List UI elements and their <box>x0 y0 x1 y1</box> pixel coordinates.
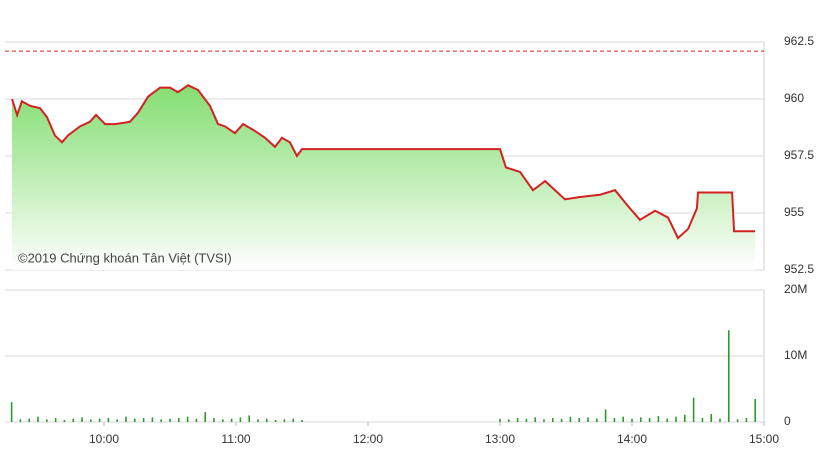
volume-bar <box>560 418 563 422</box>
volume-bar <box>701 418 704 422</box>
x-tick-label: 13:00 <box>485 432 515 446</box>
volume-bar <box>578 418 580 422</box>
y-tick-label: 20M <box>784 282 807 296</box>
y-tick-label: 962.5 <box>784 34 814 48</box>
volume-bar <box>543 419 545 422</box>
watermark: ©2019 Chứng khoán Tân Việt (TVSI) <box>18 250 232 265</box>
volume-bar <box>613 418 616 422</box>
volume-bar <box>525 418 528 422</box>
volume-bar <box>178 418 180 422</box>
volume-bar <box>28 418 30 422</box>
y-tick-label: 952.5 <box>784 262 814 276</box>
volume-bar <box>54 418 57 422</box>
x-tick-label: 11:00 <box>221 432 250 446</box>
volume-bar <box>81 417 83 422</box>
volume-bar <box>19 419 22 422</box>
y-tick-label: 957.5 <box>784 148 814 162</box>
volume-bar <box>213 418 215 422</box>
volume-bar <box>684 414 686 422</box>
volume-bar <box>107 418 110 422</box>
y-tick-label: 960 <box>784 91 804 105</box>
volume-bar <box>169 418 171 422</box>
x-tick-label: 15:00 <box>749 432 779 446</box>
volume-bar <box>160 419 162 422</box>
volume-bar <box>508 419 510 422</box>
volume-bar <box>499 418 501 422</box>
volume-bar <box>204 412 206 422</box>
area <box>12 85 755 270</box>
volume-bar <box>666 418 668 422</box>
volume-bar <box>116 419 118 422</box>
volume-bar <box>587 417 589 422</box>
volume-bar <box>142 418 145 422</box>
volume-bar <box>657 416 660 422</box>
volume-bar <box>596 418 598 422</box>
volume-bar <box>239 417 242 422</box>
volume-bar <box>90 419 92 422</box>
x-tick-label: 12:00 <box>353 432 383 446</box>
volume-bar <box>274 420 277 422</box>
volume-bar <box>745 418 748 422</box>
volume-bar <box>72 418 74 422</box>
volume-bar <box>134 418 136 422</box>
volume-bar <box>283 419 286 422</box>
volume-bar <box>604 409 607 422</box>
volume-bar <box>648 418 651 422</box>
y-tick-label: 10M <box>784 348 807 362</box>
x-tick-label: 10:00 <box>89 432 119 446</box>
volume-bar <box>292 418 294 422</box>
volume-bar <box>186 416 189 422</box>
volume-bar <box>195 418 198 422</box>
volume-bar <box>622 416 624 422</box>
volume-bar <box>98 418 101 422</box>
volume-bar <box>151 417 154 422</box>
volume-bar <box>631 418 633 422</box>
x-tick-label: 14:00 <box>617 432 647 446</box>
volume-bar <box>301 420 303 422</box>
volume-bar <box>534 417 536 422</box>
volume-bar <box>552 418 554 422</box>
volume-bar <box>692 397 695 422</box>
volume-bar <box>754 398 756 422</box>
volume-bar <box>63 420 66 422</box>
y-tick-label: 955 <box>784 205 804 219</box>
volume-bar <box>46 419 48 422</box>
volume-bar <box>37 416 39 422</box>
volume-bar <box>257 419 259 422</box>
volume-bar <box>640 417 642 422</box>
volume-bar <box>248 415 250 422</box>
volume-bar <box>516 418 519 422</box>
volume-bar <box>230 418 233 422</box>
volume-bar <box>266 418 268 422</box>
volume-bar <box>222 419 224 422</box>
volume-bar <box>569 416 572 422</box>
volume-bar <box>736 419 739 422</box>
volume-bar <box>710 414 712 422</box>
volume-bar <box>10 402 13 422</box>
volume-bar <box>125 416 127 422</box>
volume-bar <box>728 330 730 422</box>
y-tick-label: 0 <box>784 414 791 428</box>
volume-bar <box>675 416 677 422</box>
volume-bar <box>719 418 721 422</box>
price-line <box>11 84 755 240</box>
